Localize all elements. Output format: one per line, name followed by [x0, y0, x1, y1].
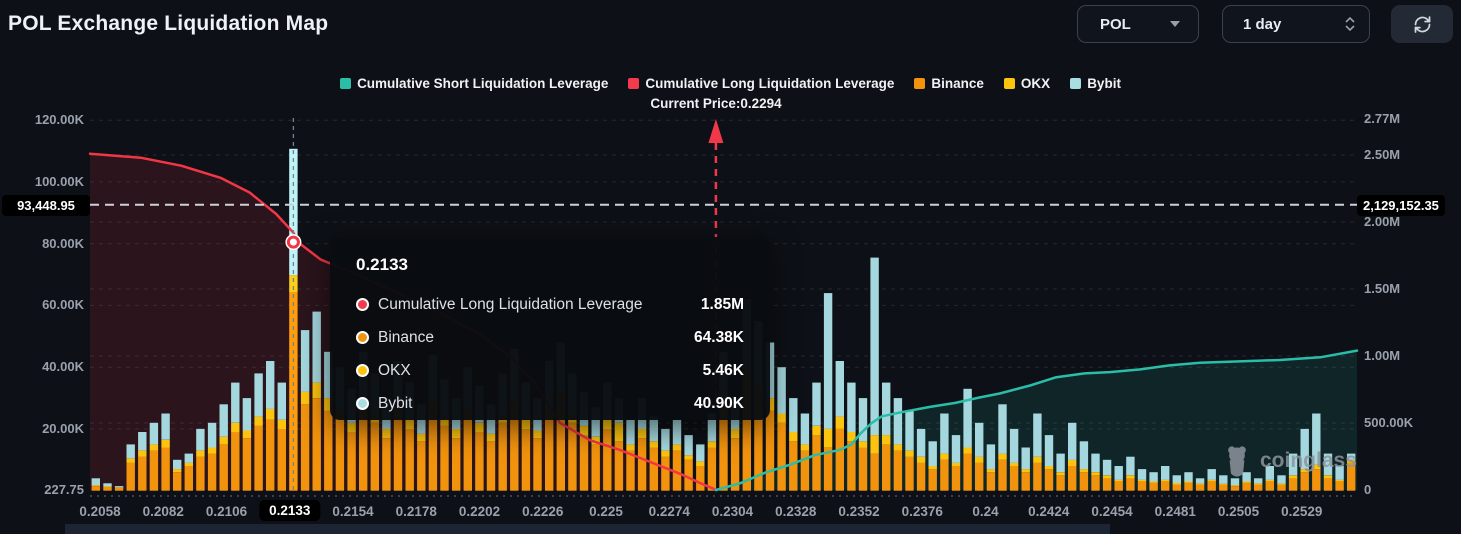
page-title: POL Exchange Liquidation Map	[8, 12, 329, 35]
series-dot	[356, 298, 369, 311]
symbol-select-value: POL	[1100, 15, 1131, 33]
chart-tooltip: 0.2133 Cumulative Long Liquidation Lever…	[330, 237, 770, 420]
legend-label: Bybit	[1087, 76, 1121, 91]
series-dot	[356, 397, 369, 410]
refresh-icon	[1414, 15, 1430, 33]
datazoom-strip[interactable]	[65, 524, 1110, 534]
tooltip-row: Binance 64.38K	[356, 321, 744, 354]
legend-swatch	[340, 78, 352, 89]
legend-item-bybit[interactable]: Bybit	[1070, 76, 1121, 91]
tooltip-row-value: 64.38K	[694, 328, 744, 346]
legend-swatch	[628, 78, 640, 89]
interval-select-value: 1 day	[1243, 15, 1282, 33]
watermark-text: coinglass	[1260, 448, 1357, 472]
watermark: coinglass	[1222, 444, 1357, 477]
legend-label: Binance	[931, 76, 984, 91]
legend-swatch	[1003, 78, 1015, 89]
legend-item-okx[interactable]: OKX	[1003, 76, 1051, 91]
legend-label: Cumulative Long Liquidation Leverage	[645, 76, 895, 91]
tooltip-row-label: OKX	[378, 361, 411, 379]
legend-swatch	[1070, 78, 1082, 89]
coinglass-bear-icon	[1228, 446, 1246, 477]
tooltip-row-label: Bybit	[378, 394, 413, 412]
legend-label: OKX	[1020, 76, 1051, 91]
series-dot	[356, 364, 369, 377]
tooltip-row-label: Cumulative Long Liquidation Leverage	[378, 295, 643, 313]
legend-swatch	[914, 78, 926, 89]
series-dot	[356, 331, 369, 344]
tooltip-row: Bybit 40.90K	[356, 387, 744, 420]
legend-item-short-leverage[interactable]: Cumulative Short Liquidation Leverage	[340, 76, 608, 91]
legend-label: Cumulative Short Liquidation Leverage	[357, 76, 609, 91]
right-axis-crosshair-badge: 2,129,152.35	[1357, 195, 1445, 216]
tooltip-row-label: Binance	[378, 328, 435, 346]
tooltip-row-value: 5.46K	[702, 361, 744, 379]
crosshairs	[90, 118, 1357, 490]
legend-item-binance[interactable]: Binance	[914, 76, 984, 91]
left-axis-crosshair-badge: 93,448.95	[2, 195, 90, 216]
tooltip-row: OKX 5.46K	[356, 354, 744, 387]
tooltip-row-value: 40.90K	[694, 394, 744, 412]
chevron-down-icon	[1170, 21, 1180, 27]
refresh-button[interactable]	[1391, 5, 1453, 43]
symbol-select[interactable]: POL	[1077, 5, 1199, 43]
interval-select[interactable]: 1 day	[1222, 5, 1370, 43]
tooltip-row-value: 1.85M	[700, 295, 744, 313]
tooltip-row: Cumulative Long Liquidation Leverage 1.8…	[356, 288, 744, 321]
legend-item-long-leverage[interactable]: Cumulative Long Liquidation Leverage	[628, 76, 894, 91]
tooltip-title: 0.2133	[356, 255, 408, 274]
current-price-label: Current Price:0.2294	[650, 96, 782, 111]
chevron-updown-icon	[1345, 17, 1355, 31]
legend: Cumulative Short Liquidation Leverage Cu…	[0, 76, 1461, 91]
